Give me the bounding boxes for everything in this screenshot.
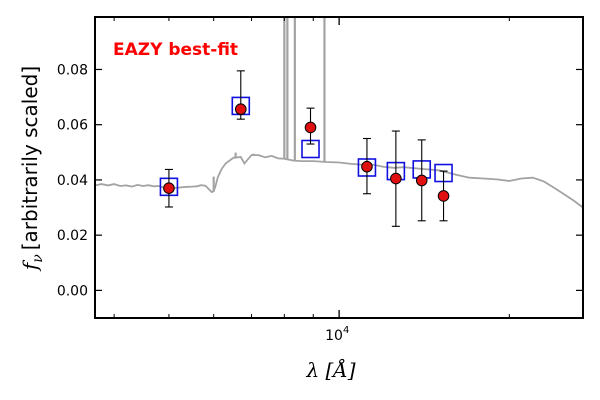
y-tick-label: 0.06 (57, 118, 88, 134)
observed-flux-marker (234, 103, 247, 116)
y-tick-label: 0.00 (57, 283, 88, 299)
observed-flux-marker (415, 174, 428, 187)
observed-flux-marker (304, 121, 317, 134)
observed-point (390, 130, 402, 227)
plot-frame (94, 16, 584, 319)
y-tick-label: 0.02 (57, 228, 88, 244)
observed-flux-marker (361, 160, 373, 173)
plot-area (95, 17, 583, 227)
observed-point (304, 107, 317, 145)
observed-point (234, 70, 247, 120)
x-tick-label: 104 (325, 325, 349, 344)
observed-point (163, 168, 175, 208)
y-axis-label: fν[arbitrarily scaled] (18, 66, 46, 272)
observed-point (415, 139, 428, 222)
x-tick-exponent: 4 (343, 325, 349, 336)
template-spectrum-line (95, 154, 583, 209)
observed-flux-marker (437, 190, 450, 202)
observed-point (437, 170, 450, 222)
y-axis-label-symbol: fν[arbitrarily scaled] (18, 66, 46, 272)
ylabel-rest: [arbitrarily scaled] (18, 66, 42, 250)
axis-ticks: 0.00 0.02 0.04 0.06 0.08 104 (57, 17, 583, 344)
ylabel-sub: ν (30, 254, 46, 263)
x-axis-label: λ [Å] (305, 357, 355, 382)
observed-flux-marker (163, 182, 175, 195)
observed-flux-marker (390, 172, 402, 185)
y-tick-label: 0.08 (57, 62, 88, 78)
observed-point (361, 137, 373, 195)
chart-annotation: EAZY best-fit (113, 40, 238, 60)
y-tick-label: 0.04 (57, 173, 88, 189)
